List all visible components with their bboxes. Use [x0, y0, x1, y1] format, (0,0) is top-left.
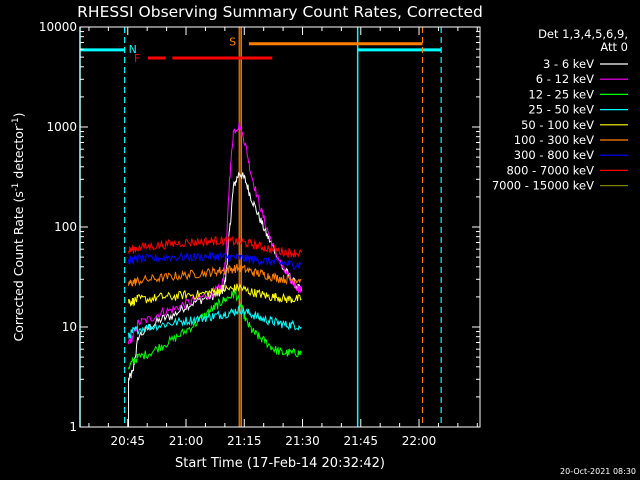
y-tick-label: 1000 — [46, 120, 77, 134]
y-axis-label-part: ) — [11, 113, 26, 118]
legend-entry-label: 7000 - 15000 keV — [492, 179, 594, 193]
chart-title: RHESSI Observing Summary Count Rates, Co… — [77, 3, 483, 21]
flare-label: F — [134, 52, 140, 65]
x-tick-label: 20:45 — [110, 434, 145, 448]
x-axis-label: Start Time (17-Feb-14 20:32:42) — [175, 456, 385, 471]
x-tick-label: 21:15 — [227, 434, 262, 448]
legend-entry-label: 800 - 7000 keV — [506, 163, 594, 177]
legend-entry-label: 300 - 800 keV — [514, 148, 594, 162]
saa-label: S — [229, 36, 236, 49]
series-line-6 — [128, 250, 302, 270]
y-tick-label: 10 — [62, 320, 77, 334]
date-stamp: 20-Oct-2021 08:30 — [560, 467, 636, 476]
legend-entry-label: 12 - 25 keV — [528, 87, 594, 101]
series-line-2 — [128, 288, 302, 370]
legend-entry-label: 6 - 12 keV — [536, 72, 594, 86]
series-line-3 — [128, 304, 302, 339]
y-axis-label-part: detector — [11, 125, 26, 183]
series-line-4 — [128, 283, 302, 307]
y-tick-label: 10000 — [39, 20, 77, 34]
legend-entry-label: 25 - 50 keV — [528, 103, 594, 117]
y-axis-label-sup: -1 — [11, 183, 21, 191]
y-axis-label-sup: -1 — [11, 117, 21, 125]
x-tick-label: 21:45 — [343, 434, 378, 448]
y-tick-label: 100 — [54, 220, 77, 234]
legend-entry-label: 3 - 6 keV — [543, 57, 594, 71]
x-tick-label: 21:00 — [169, 434, 204, 448]
x-tick-label: 21:30 — [285, 434, 320, 448]
x-tick-label: 22:00 — [402, 434, 437, 448]
y-axis-label: Corrected Count Rate (s-1 detector-1) — [11, 113, 26, 342]
night-label: N — [129, 43, 137, 56]
y-axis-label-part: Corrected Count Rate (s — [11, 191, 26, 341]
legend-entry-label: 100 - 300 keV — [514, 133, 594, 147]
series-line-7 — [128, 235, 302, 259]
y-tick-label: 1 — [69, 420, 77, 434]
legend-header-line: Att 0 — [600, 40, 628, 54]
series-line-5 — [128, 263, 302, 287]
legend-entry-label: 50 - 100 keV — [521, 118, 594, 132]
legend-header-line: Det 1,3,4,5,6,9, — [538, 27, 628, 41]
